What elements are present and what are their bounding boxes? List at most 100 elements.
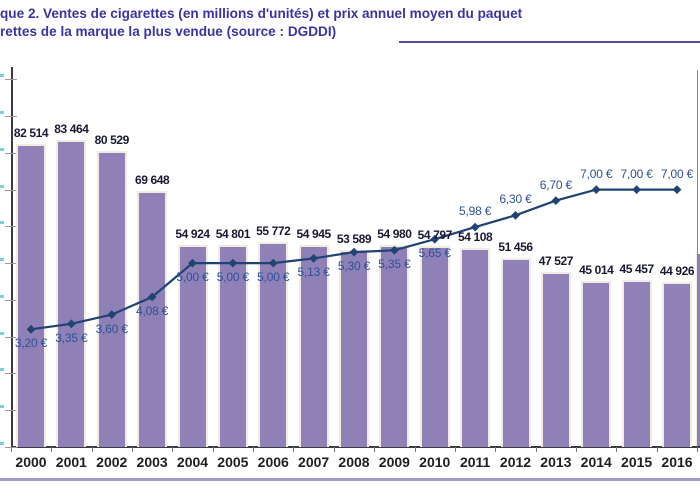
price-label-2013: 6,70 € [539,177,572,192]
x-axis-year-label-2003: 2003 [136,454,168,470]
x-axis-tick [172,447,174,452]
bar-value-label-2011: 54 108 [457,230,493,245]
y-axis-tick [5,263,17,265]
x-axis-year-label-2005: 2005 [217,454,249,470]
x-axis-tick [212,447,214,452]
bar-2015 [621,279,652,447]
x-axis-tick [656,447,658,452]
price-label-2015: 7,00 € [620,166,653,181]
x-axis-tick [697,447,699,452]
x-axis-year-label-2014: 2014 [580,454,612,470]
price-label-2014: 7,00 € [580,166,613,181]
x-axis-tick [374,447,376,452]
x-axis-year-label-2007: 2007 [298,454,330,470]
x-axis-tick [616,447,618,452]
x-axis-line [10,446,700,448]
y-axis-tick [5,373,17,375]
y-axis-tick [5,189,17,191]
x-axis-year-label-2011: 2011 [459,454,491,470]
x-axis-year-label-2013: 2013 [540,454,572,470]
price-label-2012: 6,30 € [499,192,532,207]
bar-value-label-2000: 82 514 [13,125,49,140]
bar-2016 [662,281,692,447]
cropped-left-axis-tick [0,442,4,445]
bar-value-label-2014: 45 014 [579,263,614,278]
y-axis-tick [5,226,17,228]
bar-value-label-2010: 54 797 [417,227,453,242]
y-axis-tick [5,79,17,81]
bar-2002 [96,150,127,447]
bar-2010 [419,245,450,447]
price-marker-2013 [551,196,561,206]
bar-2011 [460,248,491,447]
y-axis-tick [5,116,17,118]
x-axis-year-label-2015: 2015 [621,454,653,470]
x-axis-tick [454,447,456,452]
cropped-left-axis-tick [0,405,4,409]
price-marker-2010 [430,234,440,244]
y-axis-tick [5,152,17,154]
bar-2006 [258,241,289,447]
bar-value-label-2005: 54 801 [215,227,251,242]
x-axis-tick [131,447,133,452]
bar-2000 [16,143,46,447]
chart-title-line-2: rettes de la marque la plus vendue (sour… [0,24,337,39]
x-axis-tick [91,447,93,452]
bar-value-label-2004: 54 924 [175,227,210,242]
bar-2003 [137,190,168,447]
x-axis-year-label-2008: 2008 [338,454,370,470]
cropped-left-axis-tick [0,368,4,372]
x-axis-tick [10,447,12,452]
bar-2005 [217,245,248,447]
bar-value-label-2003: 69 648 [134,172,170,187]
cropped-left-axis-tick [0,221,4,225]
x-axis-tick [333,447,335,452]
cropped-left-axis-tick [0,184,4,188]
x-axis-tick [576,447,578,452]
y-axis-tick [5,336,17,338]
bar-value-label-2007: 54 945 [296,226,331,241]
cropped-left-axis-tick [0,331,4,335]
cropped-left-axis-tick [0,258,4,262]
cropped-left-axis-tick [0,147,4,151]
bar-value-label-2016: 44 926 [659,263,695,278]
price-marker-2016 [672,185,682,195]
bar-2004 [177,245,208,447]
x-axis-year-label-2010: 2010 [419,454,451,470]
x-axis-year-label-2002: 2002 [96,454,128,470]
bar-2008 [339,249,369,447]
chart-title-line-1: que 2. Ventes de cigarettes (en millions… [0,6,523,21]
bar-value-label-2002: 80 529 [94,132,130,147]
bar-value-label-2013: 47 527 [538,254,574,269]
x-axis-year-label-2000: 2000 [15,454,47,470]
y-axis-tick [5,410,17,412]
bar-value-label-2001: 83 464 [54,122,89,137]
y-axis-tick [5,299,17,301]
chart-title: que 2. Ventes de cigarettes (en millions… [0,5,620,41]
price-label-2011: 5,98 € [459,204,492,219]
x-axis-year-label-2012: 2012 [499,454,532,470]
bar-2013 [540,272,571,447]
bar-value-label-2009: 54 980 [377,226,412,241]
cropped-right-axis-line [696,70,699,254]
cropped-left-axis-tick [0,74,4,78]
price-marker-2012 [511,210,520,220]
bar-2007 [298,244,329,447]
x-axis-tick [51,447,53,452]
cropped-left-axis-tick [0,111,4,115]
bar-2012 [500,257,531,447]
x-axis-tick [293,447,295,452]
x-axis-year-label-2009: 2009 [378,454,410,470]
price-marker-2011 [470,222,480,232]
y-axis-line [10,67,13,447]
bar-2001 [56,140,87,447]
price-label-2016: 7,00 € [660,166,694,181]
bar-value-label-2012: 51 456 [498,239,533,254]
x-axis-year-label-2006: 2006 [257,454,289,470]
bar-2014 [581,281,612,447]
x-axis-year-label-2004: 2004 [176,454,209,470]
x-axis-tick [414,447,416,452]
x-axis-tick [535,447,537,452]
bar-2009 [379,244,410,447]
